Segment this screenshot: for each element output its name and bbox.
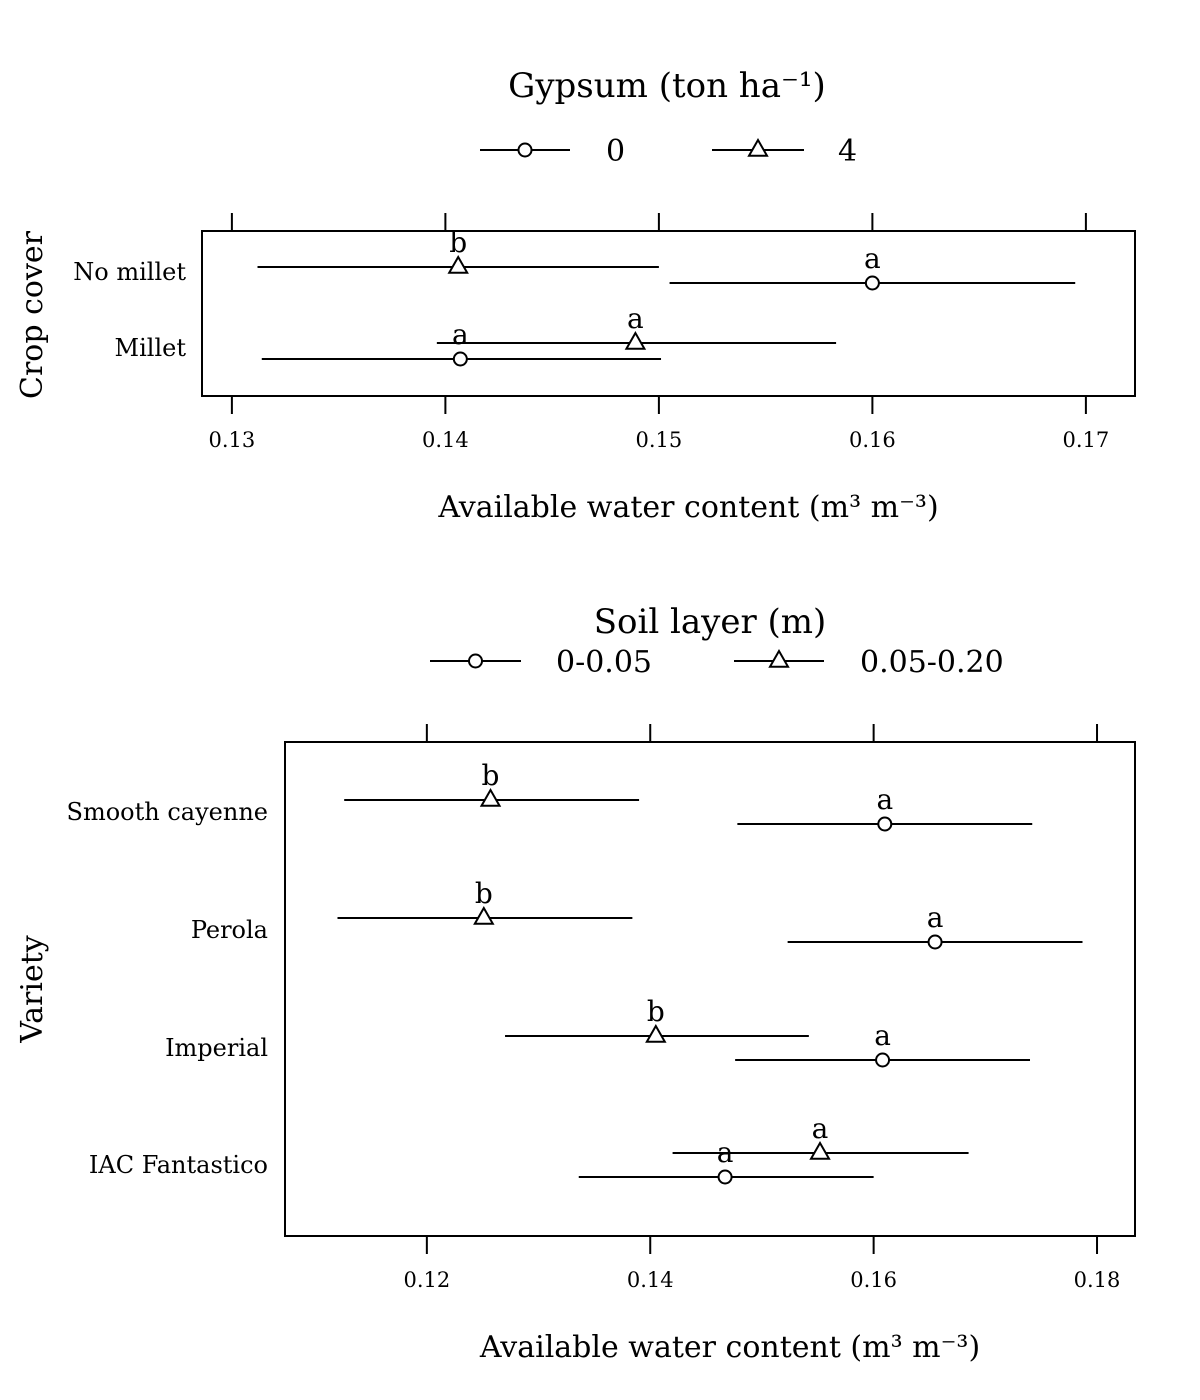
legend-entry: 0 [480,134,625,169]
legend-circle-marker [517,142,533,158]
series-circle: aa [261,242,1076,367]
legend-entry: 0-0.05 [430,645,652,680]
significance-letter: a [864,242,881,275]
significance-letter: b [647,995,665,1028]
legend-label: 0-0.05 [556,645,652,680]
point-circle [875,1052,891,1068]
significance-letter: a [927,901,944,934]
x-axis-label: Available water content (m³ m⁻³) [437,490,938,525]
significance-letter: a [874,1019,891,1052]
legend-label: 0.05-0.20 [860,645,1004,680]
significance-letter: b [482,759,500,792]
chart-panel-1: Gypsum (ton ha⁻¹) 0 4 0.13 0.14 0.15 0.16 0.17 A… [15,66,1136,525]
category-label: Smooth cayenne [67,798,268,826]
legend-circle-marker [468,653,483,669]
chart-title: Gypsum (ton ha⁻¹) [508,66,826,106]
point-triangle [447,254,469,274]
x-axis-label: Available water content (m³ m⁻³) [479,1330,980,1365]
legend-entry: 0.05-0.20 [734,645,1004,680]
x-tick-label: 0.15 [636,428,683,452]
category-label: IAC Fantastico [89,1151,268,1179]
point-triangle [624,330,647,350]
legend-triangle-marker [768,648,790,668]
point-triangle [645,1023,667,1043]
y-axis-label: Variety [15,935,50,1044]
y-axis-label: Crop cover [15,230,50,399]
chart-title: Soil layer (m) [594,602,827,642]
chart-panel-2: Soil layer (m)0-0.05 0.05-0.20 0.12 0.14 0.1… [15,602,1136,1365]
x-tick-label: 0.14 [422,428,469,452]
point-circle [927,934,943,950]
point-triangle [809,1140,831,1160]
significance-letter: b [449,226,467,259]
legend-entry: 4 [712,134,857,169]
category-label: No millet [73,258,186,286]
point-circle [877,816,893,832]
significance-letter: a [452,318,469,351]
x-tick-label: 0.13 [209,428,256,452]
series-triangle: b b b a [337,759,969,1160]
legend-label: 0 [606,134,625,169]
series-triangle: ba [257,226,837,350]
legend-triangle-marker [747,137,769,157]
significance-letter: a [812,1112,829,1145]
point-circle [717,1169,733,1185]
x-tick-label: 0.12 [403,1268,450,1292]
legend-label: 4 [838,134,857,169]
x-tick-label: 0.14 [627,1268,674,1292]
plot-frame [284,741,1136,1237]
significance-letter: a [627,302,644,335]
significance-letter: b [475,877,493,910]
point-circle [452,351,468,367]
plot-frame [201,230,1136,397]
point-triangle [479,787,502,807]
category-label: Imperial [165,1034,268,1062]
series-circle: a a a a [578,783,1083,1185]
x-tick-label: 0.16 [850,1268,897,1292]
category-label: Perola [191,916,268,944]
x-tick-label: 0.18 [1074,1268,1121,1292]
x-tick-label: 0.16 [849,428,896,452]
category-label: Millet [115,334,187,362]
point-circle [864,275,880,291]
x-tick-label: 0.17 [1063,428,1110,452]
point-triangle [473,905,495,925]
significance-letter: a [876,783,893,816]
